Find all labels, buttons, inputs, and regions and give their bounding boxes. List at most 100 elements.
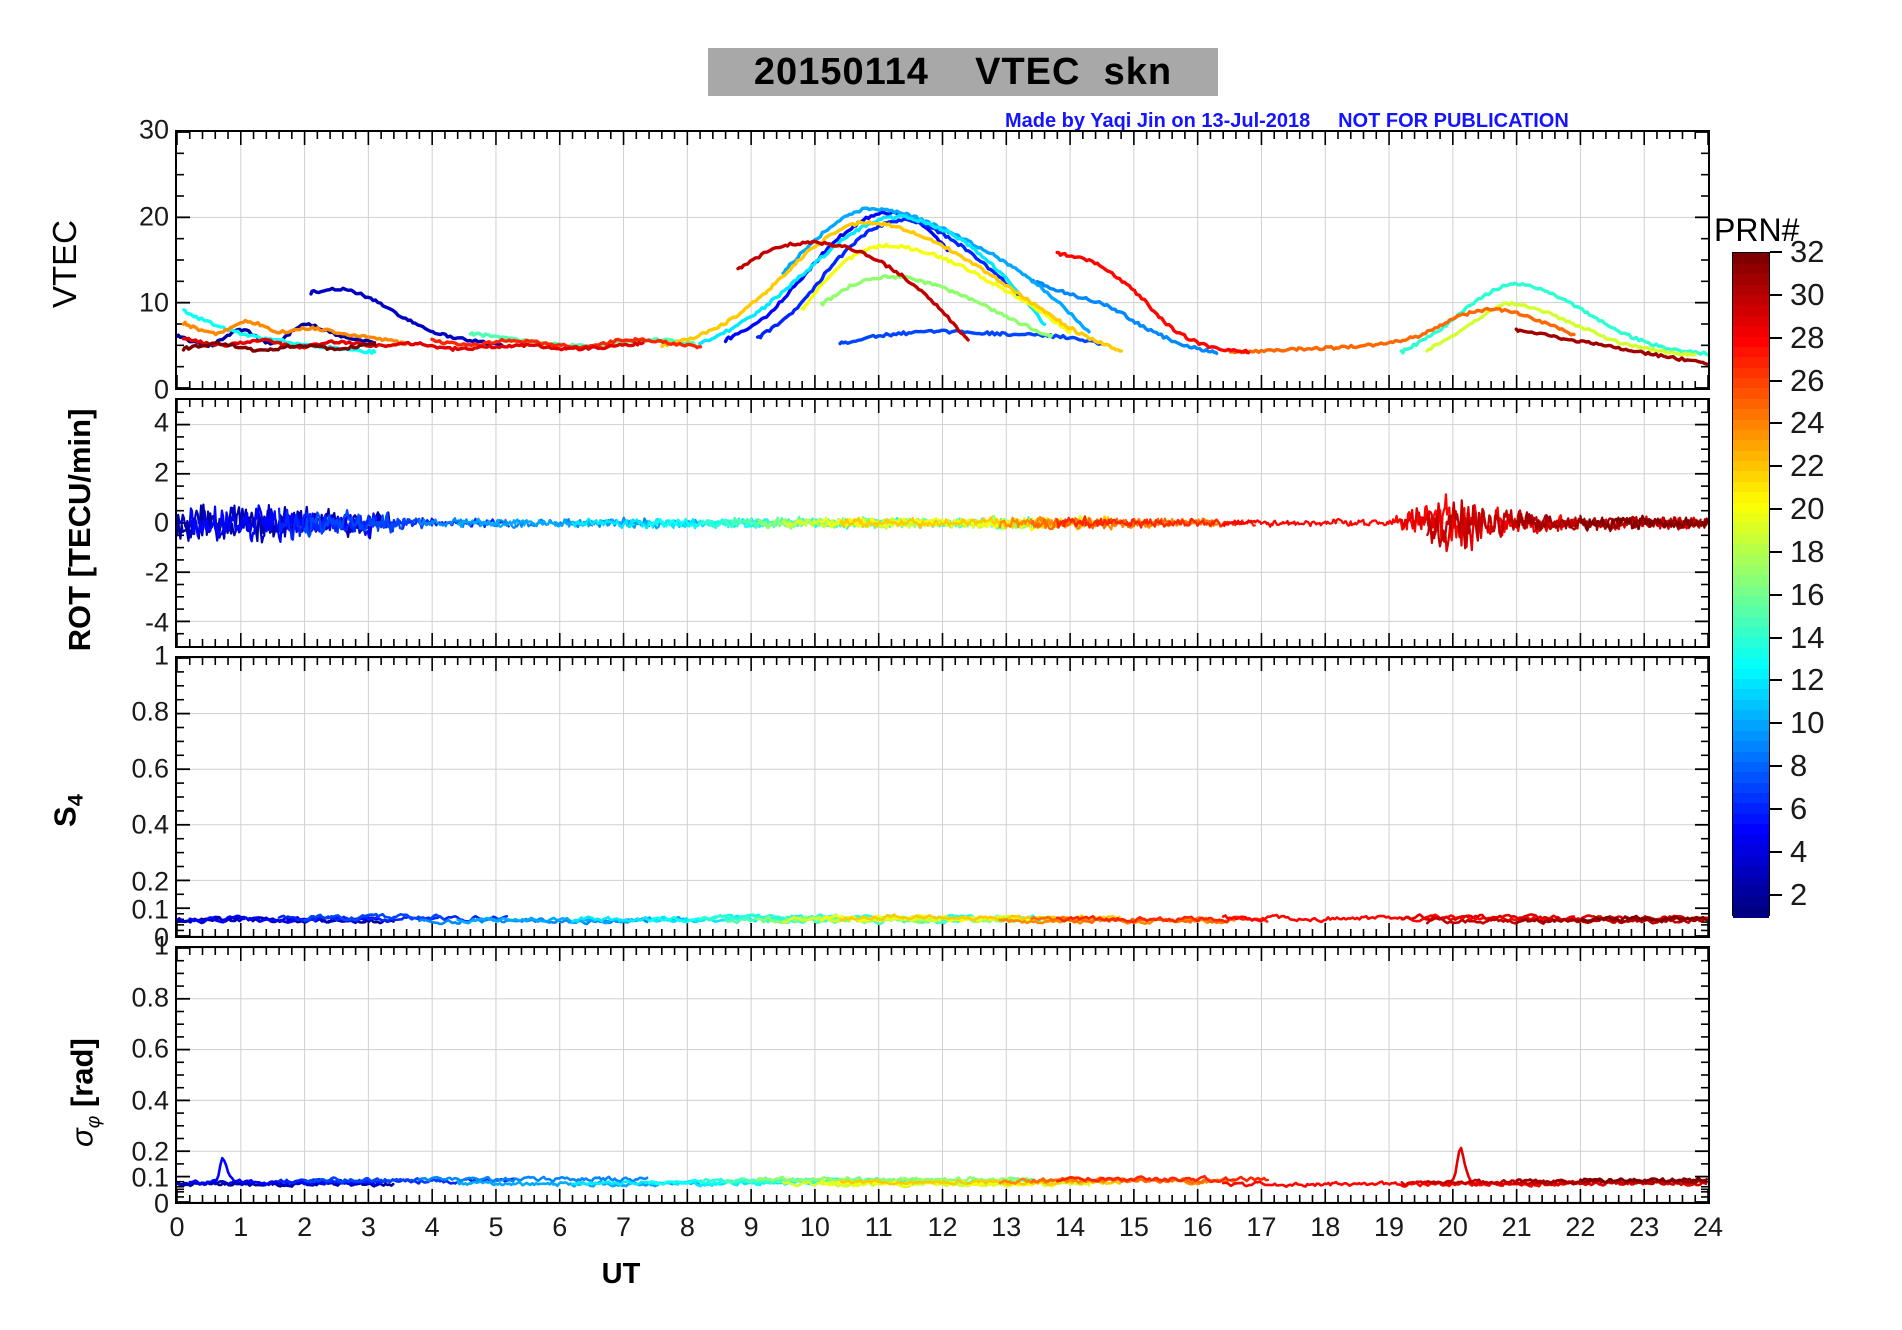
x-tick-label: 23 (1629, 1212, 1660, 1242)
colorbar-prn (1732, 252, 1770, 918)
colorbar-tick-label: 22 (1790, 448, 1825, 484)
y-tick-label: 0.8 (131, 982, 169, 1013)
colorbar-segment (1733, 844, 1769, 856)
colorbar-segment (1733, 813, 1769, 825)
x-tick-label: 24 (1692, 1212, 1724, 1242)
colorbar-segment (1733, 325, 1769, 337)
colorbar-segment (1733, 439, 1769, 451)
colorbar-segment (1733, 585, 1769, 596)
colorbar-tick-label: 16 (1790, 576, 1825, 612)
colorbar-tick-label: 10 (1790, 705, 1825, 741)
colorbar-tick (1770, 765, 1782, 768)
colorbar-segment (1733, 668, 1769, 679)
y-tick-label: 1 (153, 640, 169, 671)
panel-vtec (175, 130, 1710, 390)
x-tick-label: 21 (1501, 1212, 1532, 1242)
x-tick-label: 11 (864, 1212, 893, 1242)
colorbar-tick-label: 14 (1790, 619, 1825, 655)
colorbar-segment (1733, 491, 1769, 503)
colorbar-segment (1733, 470, 1769, 482)
colorbar-segment (1733, 626, 1769, 638)
colorbar-tick (1770, 893, 1782, 896)
x-tick-label: 2 (297, 1212, 313, 1242)
colorbar-segment (1733, 543, 1769, 555)
yticks-s4: 1 0.8 0.6 0.4 0.2 0.1 0 (95, 641, 169, 953)
colorbar-tick-label: 6 (1790, 790, 1808, 826)
colorbar-segment (1733, 460, 1769, 472)
colorbar-tick (1770, 850, 1782, 853)
y-tick-label: 30 (138, 114, 169, 145)
colorbar-segment (1733, 885, 1769, 897)
colorbar-segment (1733, 740, 1769, 752)
colorbar-segment (1733, 533, 1769, 545)
colorbar-tick-label: 26 (1790, 362, 1825, 398)
colorbar-tick-label: 8 (1790, 748, 1808, 784)
colorbar-tick (1770, 508, 1782, 511)
colorbar-tick-label: 12 (1790, 662, 1825, 698)
colorbar-segment (1733, 595, 1769, 607)
colorbar-tick (1770, 293, 1782, 296)
title-background (708, 48, 1218, 96)
y-tick-label: 2 (153, 457, 169, 488)
colorbar-title: PRN# (1714, 212, 1800, 248)
colorbar-segment (1733, 367, 1769, 379)
x-tick-label: 14 (1055, 1212, 1086, 1242)
yticks-rot: 4 2 0 -2 -4 (95, 398, 169, 648)
y-tick-label: 1 (153, 930, 169, 961)
colorbar-segment (1733, 273, 1769, 285)
colorbar-tick (1770, 379, 1782, 382)
colorbar-segment (1733, 315, 1769, 327)
colorbar-segment (1733, 751, 1769, 762)
x-tick-label: 8 (679, 1212, 695, 1242)
colorbar-segment (1733, 834, 1769, 845)
colorbar-segment (1733, 387, 1769, 399)
x-tick-label: 6 (552, 1212, 568, 1242)
y-tick-label: 0 (153, 922, 169, 953)
colorbar-segment (1733, 356, 1769, 368)
x-tick-label: 15 (1118, 1212, 1149, 1242)
colorbar-segment (1733, 522, 1769, 534)
colorbar-tick (1770, 679, 1782, 682)
colorbar-tick (1770, 807, 1782, 810)
y-tick-label: 0 (153, 374, 169, 405)
x-tick-label: 20 (1437, 1212, 1468, 1242)
x-tick-label: 5 (488, 1212, 504, 1242)
y-tick-label: -2 (144, 557, 169, 588)
colorbar-tick (1770, 593, 1782, 596)
ylabel-s4: S4 (47, 794, 88, 827)
page-title: 20150114 VTEC skn (753, 50, 1173, 93)
colorbar-tick-label: 20 (1790, 491, 1825, 527)
colorbar-segment (1733, 709, 1769, 721)
x-tick-label: 19 (1374, 1212, 1405, 1242)
y-tick-label: 0.1 (131, 894, 169, 925)
x-tick-label: 10 (799, 1212, 830, 1242)
ylabel-rot: ROT [TECU/min] (62, 408, 97, 652)
x-tick-label: 7 (616, 1212, 632, 1242)
colorbar-segment (1733, 429, 1769, 441)
colorbar-segment (1733, 761, 1769, 773)
colorbar-segment (1733, 346, 1769, 358)
colorbar-segment (1733, 304, 1769, 316)
colorbar-segment (1733, 906, 1769, 918)
ylabel-sigma-phi: σφ [rad] (64, 1038, 105, 1147)
colorbar-segment (1733, 636, 1769, 648)
x-tick-label: 9 (743, 1212, 759, 1242)
credit-annotation: Made by Yaqi Jin on 13-Jul-2018 NOT FOR … (1005, 110, 1569, 132)
y-tick-label: 0.6 (131, 753, 169, 784)
x-tick-label: 4 (424, 1212, 440, 1242)
colorbar-segment (1733, 719, 1769, 731)
colorbar-segment (1733, 854, 1769, 866)
ylabel-vtec: VTEC (46, 220, 83, 309)
colorbar-segment (1733, 553, 1769, 565)
x-tick-label: 13 (991, 1212, 1022, 1242)
xticks-ut: 0 1 2 3 4 5 6 7 8 9 10 11 12 13 14 15 16 17 18 19 20 21 22 23 24 (0, 1212, 1902, 1252)
y-tick-label: 0 (153, 507, 169, 538)
y-tick-label: 0.8 (131, 696, 169, 727)
y-tick-label: 0.2 (131, 1136, 169, 1167)
y-tick-label: 0.4 (131, 1085, 169, 1116)
colorbar-segment (1733, 336, 1769, 347)
colorbar-tick-label: 4 (1790, 833, 1808, 869)
colorbar-segment (1733, 419, 1769, 430)
y-tick-label: 20 (138, 201, 169, 232)
